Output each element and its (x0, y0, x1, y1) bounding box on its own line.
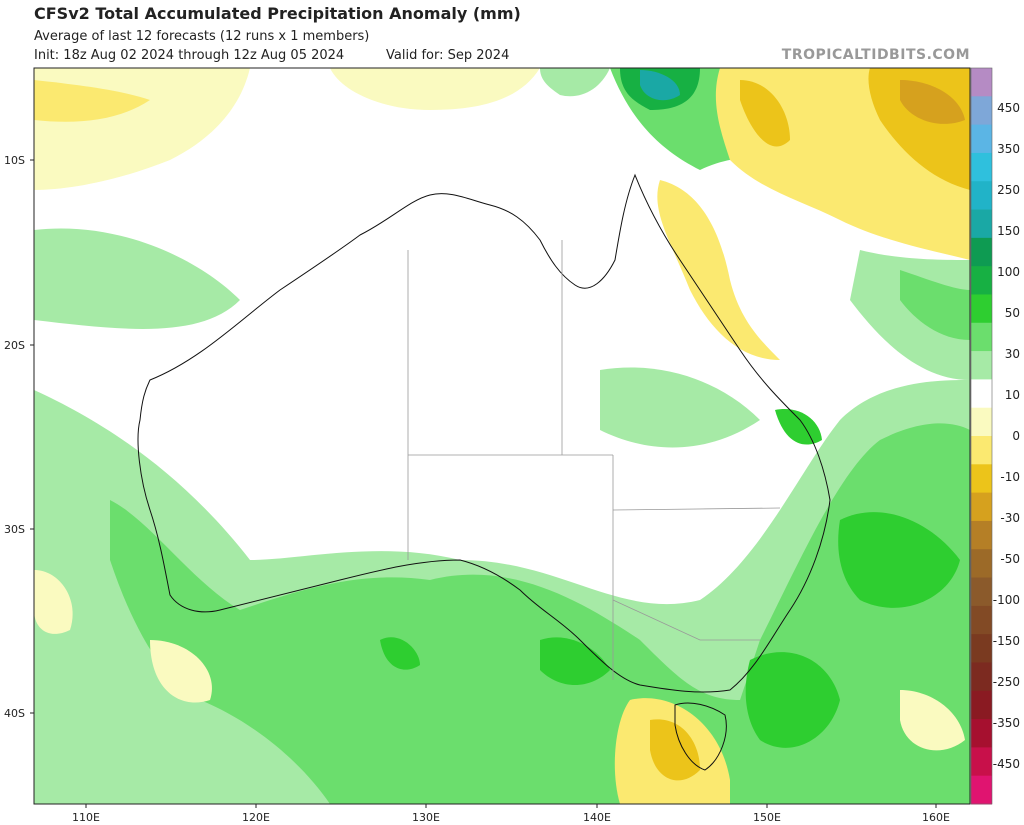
colorbar-swatch (971, 662, 992, 692)
colorbar-swatch (971, 379, 992, 409)
colorbar-label: -150 (993, 634, 1020, 648)
colorbar-swatch (971, 775, 992, 805)
colorbar-label: -30 (1000, 511, 1020, 525)
colorbar-label: -50 (1000, 552, 1020, 566)
colorbar-swatch (971, 549, 992, 579)
lat-axis: 10S 20S 30S 40S (4, 154, 34, 720)
colorbar-label: 30 (1005, 347, 1020, 361)
colorbar-label: 450 (997, 101, 1020, 115)
map-title: CFSv2 Total Accumulated Precipitation An… (34, 4, 521, 23)
colorbar-label: 50 (1005, 306, 1020, 320)
colorbar-swatch (971, 181, 992, 211)
colorbar-swatch (971, 634, 992, 663)
colorbar-border (970, 67, 993, 805)
colorbar-label: -350 (993, 716, 1020, 730)
colorbar-swatch (971, 96, 992, 126)
lat-label: 30S (4, 523, 25, 536)
init-time: Init: 18z Aug 02 2024 through 12z Aug 05… (34, 48, 345, 63)
lon-label: 110E (72, 811, 100, 824)
lat-label: 10S (4, 154, 25, 167)
lon-label: 160E (922, 811, 950, 824)
colorbar-swatch (971, 294, 992, 324)
lat-label: 20S (4, 339, 25, 352)
colorbar-swatch (971, 266, 992, 295)
anomaly-field (34, 68, 970, 804)
lon-label: 130E (412, 811, 440, 824)
colorbar-swatch (971, 464, 992, 494)
colorbar-label: 150 (997, 224, 1020, 238)
coastline (137, 173, 831, 771)
map-subtitle: Average of last 12 forecasts (12 runs x … (34, 29, 370, 44)
map-frame (33, 67, 971, 805)
colorbar-label: 100 (997, 265, 1020, 279)
colorbar-swatch (971, 577, 992, 607)
colorbar: 4503502501501005030100-10-30-50-100-150-… (970, 67, 1020, 805)
colorbar-label: 350 (997, 142, 1020, 156)
colorbar-swatch (971, 605, 992, 635)
colorbar-swatch (971, 492, 992, 522)
lat-label: 40S (4, 707, 25, 720)
colorbar-label: -250 (993, 675, 1020, 689)
colorbar-swatch (971, 690, 992, 720)
colorbar-swatch (971, 436, 992, 465)
lon-label: 150E (753, 811, 781, 824)
state-borders (407, 240, 781, 680)
colorbar-label: 0 (1012, 429, 1020, 443)
colorbar-swatch (971, 747, 992, 777)
colorbar-swatch (971, 237, 992, 267)
colorbar-swatch (971, 322, 992, 352)
colorbar-label: 10 (1005, 388, 1020, 402)
colorbar-label: -450 (993, 757, 1020, 771)
colorbar-label: -100 (993, 593, 1020, 607)
lon-label: 140E (583, 811, 611, 824)
colorbar-swatch (971, 407, 992, 437)
colorbar-swatch (971, 520, 992, 550)
lon-label: 120E (242, 811, 270, 824)
site-watermark: TROPICALTIDBITS.COM (781, 47, 970, 63)
colorbar-swatch (971, 124, 992, 154)
colorbar-swatch (971, 152, 992, 182)
lon-axis: 110E 120E 130E 140E 150E 160E (72, 804, 950, 824)
colorbar-swatch (971, 209, 992, 239)
valid-time: Valid for: Sep 2024 (386, 48, 510, 63)
colorbar-swatch (971, 68, 992, 97)
colorbar-label: -10 (1000, 470, 1020, 484)
colorbar-label: 250 (997, 183, 1020, 197)
colorbar-swatch (971, 719, 992, 748)
colorbar-swatch (971, 351, 992, 380)
